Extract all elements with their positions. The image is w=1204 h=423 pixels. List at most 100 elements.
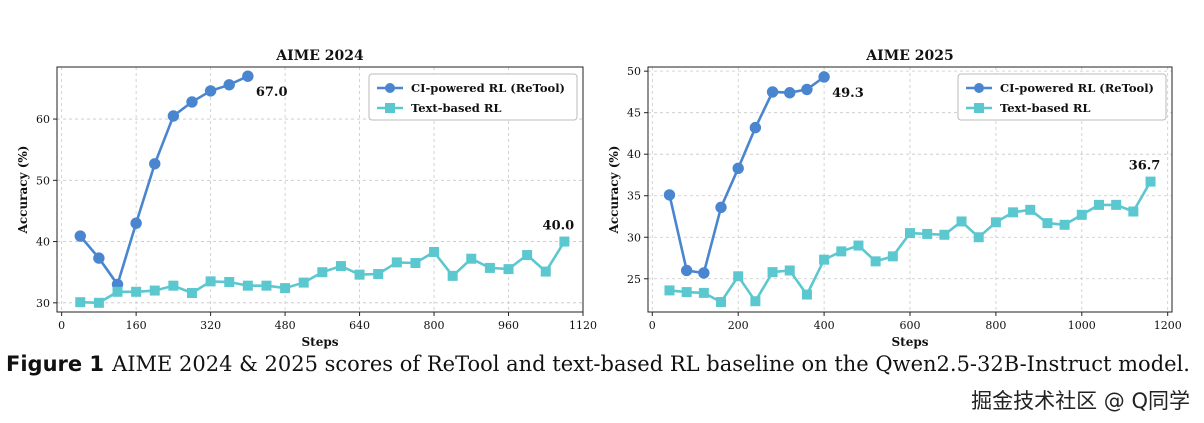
- x-tick-label: 800: [424, 319, 445, 332]
- legend-marker: [974, 83, 984, 93]
- data-point: [242, 280, 253, 291]
- data-point: [680, 264, 693, 277]
- legend: CI-powered RL (ReTool) Text-based RL: [368, 73, 578, 121]
- y-axis-label: Accuracy (%): [607, 146, 621, 235]
- data-point: [93, 252, 105, 264]
- x-tick-label: 320: [200, 319, 221, 332]
- data-point: [522, 250, 533, 261]
- data-point: [223, 79, 235, 91]
- x-tick-label: 600: [900, 319, 921, 332]
- data-point: [429, 246, 440, 257]
- data-point: [784, 265, 795, 276]
- x-tick-label: 0: [58, 319, 65, 332]
- y-tick-label: 40: [36, 236, 50, 249]
- end-value-label: 36.7: [1129, 159, 1161, 174]
- x-tick-label: 1120: [569, 319, 597, 332]
- data-point: [503, 264, 514, 275]
- series-line: [668, 75, 825, 275]
- data-point: [887, 251, 898, 262]
- data-point: [681, 287, 692, 298]
- data-point: [784, 87, 796, 99]
- data-point: [905, 228, 915, 239]
- data-point: [1008, 207, 1019, 218]
- legend-marker: [385, 83, 395, 93]
- data-point: [131, 286, 142, 297]
- data-point: [1145, 176, 1156, 187]
- chart-title: AIME 2025: [865, 48, 953, 64]
- x-tick-label: 960: [498, 319, 519, 332]
- x-tick-label: 0: [649, 319, 656, 332]
- x-tick-label: 640: [349, 319, 370, 332]
- caption-text: AIME 2024 & 2025 scores of ReTool and te…: [112, 352, 1190, 376]
- data-point: [75, 297, 86, 308]
- y-tick-label: 50: [627, 65, 641, 78]
- data-point: [853, 240, 864, 251]
- data-point: [149, 285, 160, 296]
- data-point: [698, 287, 709, 298]
- y-tick-label: 50: [36, 174, 50, 187]
- x-tick-label: 1000: [1068, 319, 1096, 332]
- data-point: [242, 70, 254, 82]
- x-tick-label: 400: [814, 319, 835, 332]
- data-point: [836, 246, 847, 257]
- data-point: [205, 276, 216, 287]
- figure-label: Figure 1: [6, 352, 105, 376]
- end-value-label: 67.0: [256, 85, 288, 100]
- data-point: [664, 285, 675, 296]
- data-point: [484, 262, 495, 273]
- data-point: [540, 266, 551, 277]
- x-tick-label: 200: [728, 319, 749, 332]
- y-axis-label: Accuracy (%): [16, 146, 30, 235]
- data-point: [466, 253, 477, 264]
- data-point: [1025, 204, 1036, 215]
- data-point: [733, 271, 744, 282]
- data-point: [317, 267, 328, 278]
- x-axis-label: Steps: [892, 335, 929, 349]
- x-tick-label: 1200: [1154, 319, 1182, 332]
- data-point: [335, 261, 346, 272]
- data-point: [956, 216, 967, 227]
- series-retool: 49.3: [663, 71, 864, 279]
- figure-charts: 0 160 320 480 640 800 960 1120 30 40 50 60 AIME 2024…: [16, 48, 1182, 349]
- y-tick-label: 60: [36, 113, 50, 126]
- data-point: [1128, 206, 1139, 217]
- data-point: [149, 158, 161, 170]
- plot-frame: [56, 66, 584, 313]
- data-point: [112, 286, 123, 297]
- data-point: [1042, 218, 1053, 229]
- y-tick-label: 40: [627, 148, 641, 161]
- data-point: [559, 236, 570, 247]
- data-point: [130, 217, 142, 229]
- end-value-label: 49.3: [832, 86, 864, 101]
- x-axis-label: Steps: [302, 335, 339, 349]
- data-point: [447, 270, 458, 281]
- x-tick-label: 480: [275, 319, 296, 332]
- x-tick-label: 160: [126, 319, 147, 332]
- figure-caption: Figure 1 AIME 2024 & 2025 scores of ReToo…: [6, 352, 1201, 376]
- data-point: [354, 269, 365, 280]
- data-point: [698, 267, 710, 279]
- legend-label: CI-powered RL (ReTool): [1000, 81, 1154, 95]
- data-point: [1076, 209, 1087, 220]
- data-point: [261, 280, 272, 291]
- data-point: [801, 289, 812, 300]
- data-point: [298, 277, 309, 288]
- chart-title: AIME 2024: [275, 48, 364, 64]
- data-point: [939, 229, 950, 240]
- legend-label: Text-based RL: [1000, 101, 1090, 115]
- data-point: [663, 189, 676, 201]
- data-point: [732, 162, 744, 175]
- data-point: [186, 96, 198, 108]
- series-retool: 67.0: [74, 70, 288, 291]
- chart-1: 0 160 320 480 640 800 960 1120 30 40 50 60 AIME 2024…: [16, 48, 597, 349]
- legend-label: CI-powered RL (ReTool): [411, 81, 565, 95]
- watermark: 掘金技术社区 @ Q同学: [971, 389, 1190, 413]
- data-point: [766, 86, 779, 98]
- data-point: [186, 288, 197, 299]
- data-point: [168, 280, 179, 291]
- data-point: [74, 230, 86, 242]
- legend-marker: [385, 103, 395, 113]
- data-point: [716, 297, 727, 308]
- series-text-based-rl: 36.7: [664, 159, 1161, 308]
- y-tick-label: 30: [627, 231, 641, 244]
